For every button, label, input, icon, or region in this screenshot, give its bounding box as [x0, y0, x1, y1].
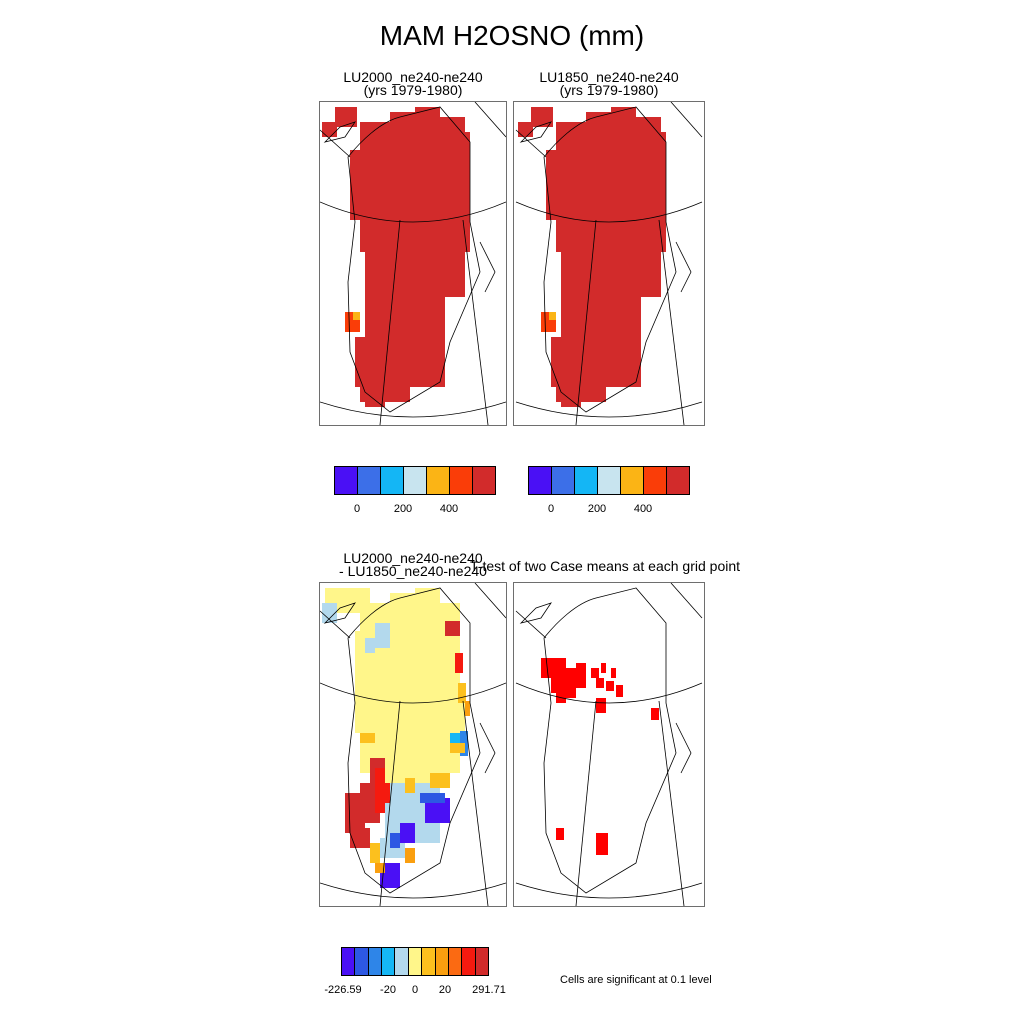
colorbar-swatch — [355, 948, 369, 975]
colorbar-swatch — [435, 948, 449, 975]
panel-title-line1: LU2000_ne240-ne240 — [343, 550, 483, 566]
colorbar-tick-label: 0 — [547, 503, 555, 515]
panel-title-top-left: LU2000_ne240-ne240 (yrs 1979-1980) — [320, 69, 506, 98]
significant-cell — [596, 678, 604, 688]
colorbar-tick-label: 400 — [633, 503, 653, 515]
map-lu1850 — [515, 102, 703, 425]
panel-title-line2: (yrs 1979-1980) — [559, 82, 659, 98]
colorbar-swatch — [475, 948, 488, 975]
colorbar-tick-label: -20 — [380, 984, 396, 996]
colorbar-swatch — [422, 948, 436, 975]
colorbar-swatch — [462, 948, 476, 975]
map-panel-ttest — [513, 582, 705, 907]
panel-title-line2: (yrs 1979-1980) — [363, 82, 463, 98]
colorbar-swatch — [552, 467, 575, 494]
significant-cell — [596, 698, 606, 713]
colorbar-tick-label: 0 — [411, 984, 419, 996]
map-panel-difference — [319, 582, 507, 907]
panel-title-line2: - LU1850_ne240-ne240 — [339, 563, 487, 579]
colorbar-swatch — [598, 467, 621, 494]
colorbar-swatch — [529, 467, 552, 494]
colorbar-tick-label: 20 — [438, 984, 452, 996]
colorbar-swatch — [644, 467, 667, 494]
significant-cell — [596, 833, 608, 855]
colorbar-swatch — [408, 948, 423, 975]
colorbar-difference — [341, 947, 489, 976]
colorbar-swatch — [621, 467, 644, 494]
colorbar-tick-label: 0 — [353, 503, 361, 515]
significant-cell — [576, 663, 586, 688]
panel-title-line1: LU1850_ne240-ne240 — [539, 69, 679, 85]
colorbar-tick-label: -226.59 — [324, 984, 362, 996]
panel-title-top-right: LU1850_ne240-ne240 (yrs 1979-1980) — [514, 69, 704, 98]
significant-cell — [651, 708, 659, 720]
colorbar-tick-label: 400 — [439, 503, 459, 515]
colorbar-swatch — [575, 467, 598, 494]
map-panel-lu1850 — [513, 101, 705, 426]
colorbar-tick-label: 291.71 — [472, 984, 506, 996]
colorbar-swatch — [368, 948, 383, 975]
colorbar-swatch — [667, 467, 689, 494]
significance-note: Cells are significant at 0.1 level — [560, 974, 712, 986]
colorbar-lu2000 — [334, 466, 496, 495]
map-difference — [320, 583, 506, 906]
significant-cell — [551, 673, 566, 693]
significant-cell — [606, 681, 614, 691]
colorbar-swatch — [448, 948, 463, 975]
panel-title-bottom-left: LU2000_ne240-ne240 - LU1850_ne240-ne240 — [320, 550, 506, 579]
colorbar-swatch — [342, 948, 356, 975]
colorbar-swatch — [381, 467, 404, 494]
panel-title-bottom-right: T-test of two Case means at each grid po… — [470, 558, 741, 574]
map-lu2000 — [320, 102, 506, 425]
colorbar-tick-label: 200 — [587, 503, 607, 515]
colorbar-swatch — [473, 467, 495, 494]
significant-cell — [611, 668, 616, 678]
colorbar-swatch — [427, 467, 450, 494]
colorbar-swatch — [404, 467, 427, 494]
main-title: MAM H2OSNO (mm) — [379, 20, 645, 51]
panel-title-line1: LU2000_ne240-ne240 — [343, 69, 483, 85]
significant-cell — [616, 685, 623, 697]
significant-cell — [601, 663, 606, 673]
significant-cell — [591, 668, 599, 678]
colorbar-swatch — [382, 948, 396, 975]
significant-cell — [556, 828, 564, 840]
colorbar-swatch — [395, 948, 409, 975]
significant-cell — [566, 668, 576, 698]
colorbar-swatch — [450, 467, 473, 494]
colorbar-swatch — [358, 467, 381, 494]
map-ttest — [515, 583, 703, 906]
map-panel-lu2000 — [319, 101, 507, 426]
significant-cell — [541, 658, 551, 678]
colorbar-lu1850 — [528, 466, 690, 495]
colorbar-tick-label: 200 — [393, 503, 413, 515]
colorbar-swatch — [335, 467, 358, 494]
